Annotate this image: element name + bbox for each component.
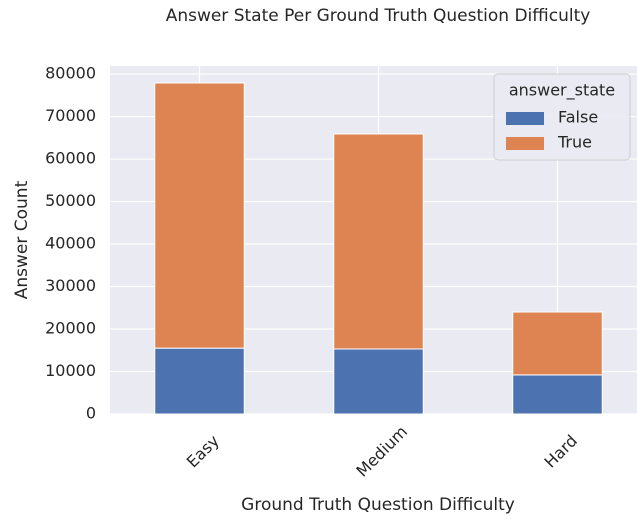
x-axis-label: Ground Truth Question Difficulty	[241, 495, 515, 515]
y-tick-label: 50000	[45, 191, 96, 210]
legend-swatch	[506, 137, 544, 150]
x-tick-label: Hard	[541, 431, 582, 472]
bar-segment	[333, 348, 424, 415]
legend-swatch	[506, 112, 544, 125]
chart-title: Answer State Per Ground Truth Question D…	[166, 6, 591, 26]
legend-label: False	[558, 108, 598, 127]
bar-segment	[154, 347, 245, 415]
y-tick-label: 10000	[45, 361, 96, 380]
y-tick-label: 20000	[45, 319, 96, 338]
y-tick-label: 30000	[45, 276, 96, 295]
y-tick-label: 80000	[45, 64, 96, 83]
legend-label: True	[557, 133, 592, 152]
y-tick-label: 60000	[45, 149, 96, 168]
bar-segment	[512, 374, 603, 415]
x-tick-label: Easy	[183, 431, 223, 471]
bar-segment	[512, 311, 603, 376]
y-axis-label: Answer Count	[12, 180, 32, 299]
bar-segment	[154, 82, 245, 349]
y-tick-label: 0	[86, 404, 96, 423]
bar-segment	[333, 133, 424, 350]
y-tick-label: 70000	[45, 106, 96, 125]
y-tick-label: 40000	[45, 234, 96, 253]
legend-title: answer_state	[509, 81, 615, 101]
x-tick-label: Medium	[352, 422, 411, 481]
